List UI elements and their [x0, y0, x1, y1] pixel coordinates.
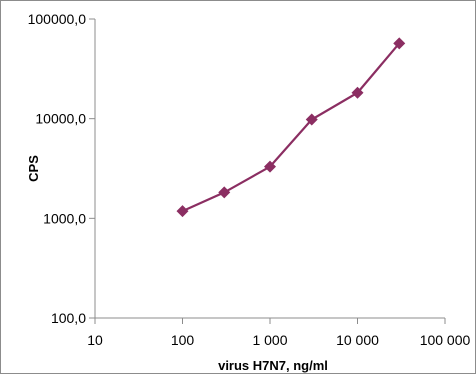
x-ticks: 10 100 1 000 10 000 100 000 — [87, 318, 471, 348]
y-tick-label: 10000,0 — [35, 111, 86, 127]
y-axis-title: CPS — [26, 155, 41, 182]
x-tick-label: 10 000 — [336, 332, 379, 348]
y-ticks: 100,0 1000,0 10000,0 100000,0 — [28, 11, 95, 326]
series-line — [182, 42, 401, 213]
series-layer — [176, 37, 406, 218]
y-tick-label: 1000,0 — [43, 210, 86, 226]
data-point — [264, 160, 276, 173]
x-axis-title: virus H7N7, ng/ml — [218, 358, 328, 373]
data-point — [351, 86, 364, 99]
y-tick-label: 100,0 — [51, 310, 86, 326]
x-tick-label: 100 000 — [420, 332, 471, 348]
x-tick-label: 100 — [171, 332, 195, 348]
data-point — [176, 205, 189, 218]
data-point — [218, 186, 231, 199]
data-point — [305, 113, 318, 126]
data-point — [393, 37, 406, 50]
x-tick-label: 10 — [87, 332, 103, 348]
x-tick-label: 1 000 — [252, 332, 287, 348]
y-tick-label: 100000,0 — [28, 11, 87, 27]
